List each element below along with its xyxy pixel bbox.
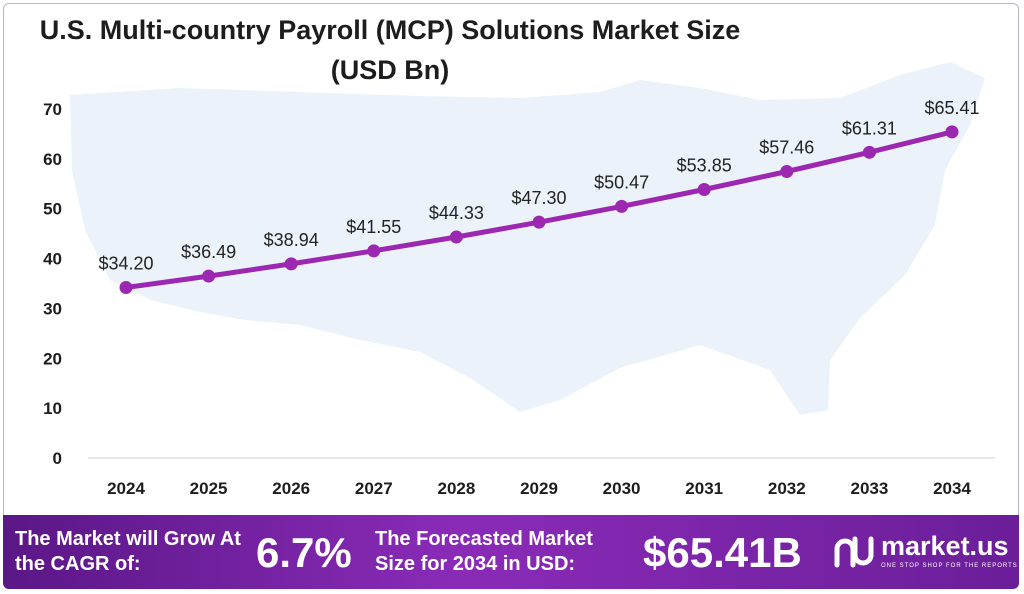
- y-tick-label: 0: [53, 449, 62, 468]
- data-label: $57.46: [759, 138, 814, 158]
- data-label: $34.20: [98, 253, 153, 273]
- data-point: [202, 269, 216, 283]
- y-tick-label: 60: [43, 150, 62, 169]
- y-tick-label: 10: [43, 399, 62, 418]
- forecast-value: $65.41B: [643, 529, 802, 576]
- us-map-watermark: [70, 62, 985, 415]
- data-label: $36.49: [181, 242, 236, 262]
- market-us-logo-icon: [834, 536, 874, 568]
- footer-band: The Market will Grow At the CAGR of: 6.7…: [3, 515, 1019, 589]
- data-point: [367, 244, 381, 258]
- cagr-value: 6.7%: [256, 529, 352, 576]
- data-label: $65.41: [924, 98, 979, 118]
- cagr-label: The Market will Grow At the CAGR of:: [15, 528, 241, 575]
- data-label: $44.33: [429, 203, 484, 223]
- data-label: $53.85: [677, 156, 732, 176]
- data-point: [780, 165, 794, 179]
- x-tick-label: 2032: [768, 479, 806, 498]
- data-point: [532, 215, 546, 229]
- x-tick-label: 2026: [272, 479, 310, 498]
- data-point: [284, 257, 298, 271]
- brand-name: market.us: [881, 531, 1009, 561]
- data-label: $61.31: [842, 118, 897, 138]
- y-tick-label: 20: [43, 349, 62, 368]
- x-tick-label: 2025: [190, 479, 228, 498]
- y-tick-label: 70: [43, 100, 62, 119]
- data-label: $38.94: [264, 230, 319, 250]
- chart-title: U.S. Multi-country Payroll (MCP) Solutio…: [39, 15, 741, 85]
- data-point: [615, 199, 629, 213]
- data-point: [945, 125, 959, 139]
- x-tick-label: 2030: [603, 479, 641, 498]
- x-tick-label: 2031: [685, 479, 723, 498]
- y-tick-label: 50: [43, 200, 62, 219]
- forecast-label: The Forecasted Market Size for 2034 in U…: [375, 528, 593, 575]
- data-point: [862, 145, 876, 159]
- data-label: $47.30: [511, 188, 566, 208]
- x-tick-label: 2033: [850, 479, 888, 498]
- x-tick-label: 2027: [355, 479, 393, 498]
- x-tick-label: 2029: [520, 479, 558, 498]
- data-point: [449, 230, 463, 244]
- y-tick-label: 30: [43, 299, 62, 318]
- data-point: [697, 183, 711, 197]
- x-tick-label: 2028: [437, 479, 475, 498]
- data-label: $41.55: [346, 217, 401, 237]
- y-tick-label: 40: [43, 250, 62, 269]
- data-point: [119, 280, 133, 294]
- x-tick-label: 2024: [107, 479, 145, 498]
- data-label: $50.47: [594, 172, 649, 192]
- x-tick-label: 2034: [933, 479, 971, 498]
- brand-tagline: ONE STOP SHOP FOR THE REPORTS: [881, 563, 1018, 569]
